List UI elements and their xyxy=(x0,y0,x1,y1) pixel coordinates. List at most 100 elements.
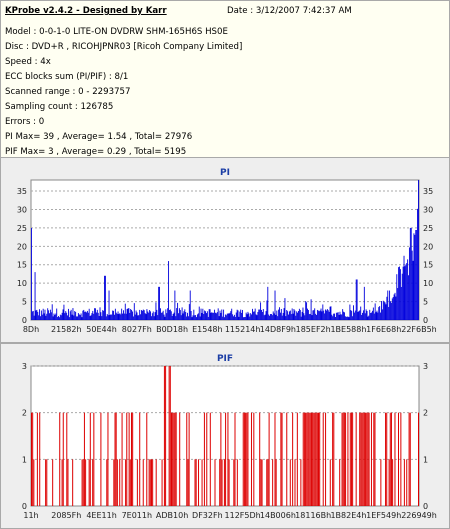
data-bar xyxy=(332,412,334,506)
data-bar xyxy=(245,312,247,320)
data-bar xyxy=(35,310,37,320)
data-bar xyxy=(388,459,390,506)
data-bar xyxy=(41,314,43,320)
data-bar xyxy=(204,310,206,320)
data-bar xyxy=(341,412,343,506)
data-bar xyxy=(117,311,119,320)
data-bar xyxy=(132,412,134,506)
data-bar xyxy=(355,412,357,506)
data-bar xyxy=(236,459,238,506)
data-bar xyxy=(126,412,128,506)
data-bar xyxy=(377,312,379,320)
y-tick-label-left: 10 xyxy=(17,279,27,288)
info-line-disc: Disc : DVD+R , RICOHJPNR03 [Ricoh Compan… xyxy=(5,42,243,52)
data-bar xyxy=(92,310,94,320)
data-bar xyxy=(234,412,236,506)
data-bar xyxy=(309,412,311,506)
data-bar xyxy=(194,459,196,506)
x-tick-label: 8027Fh xyxy=(122,325,152,334)
data-bar xyxy=(333,412,335,506)
data-bar xyxy=(55,313,57,320)
data-bar xyxy=(162,310,164,320)
data-bar xyxy=(212,312,214,320)
data-bar xyxy=(365,412,367,506)
data-bar xyxy=(296,311,298,320)
data-bar xyxy=(49,313,50,320)
data-bar xyxy=(338,314,340,320)
data-bar xyxy=(67,459,69,506)
data-bar xyxy=(100,312,102,320)
data-bar xyxy=(400,286,402,320)
data-bar xyxy=(380,312,382,320)
data-bar xyxy=(216,312,218,320)
data-bar xyxy=(350,310,352,320)
data-bar xyxy=(38,315,40,320)
data-bar xyxy=(123,313,125,320)
data-bar xyxy=(196,317,197,320)
data-bar xyxy=(37,311,39,320)
data-bar xyxy=(397,288,399,320)
data-bar xyxy=(402,266,404,320)
data-bar xyxy=(242,309,243,320)
data-bar xyxy=(121,412,123,506)
data-bar xyxy=(126,308,128,320)
data-bar xyxy=(367,412,369,506)
data-bar xyxy=(113,310,114,320)
x-tick-label: 21582h xyxy=(51,325,82,334)
data-bar xyxy=(120,314,122,320)
data-bar xyxy=(373,412,375,506)
data-bar xyxy=(284,298,286,320)
data-bar xyxy=(243,412,245,506)
data-bar xyxy=(176,308,178,320)
data-bar xyxy=(349,412,351,506)
data-bar xyxy=(54,314,56,320)
data-bar xyxy=(359,310,361,320)
data-bar xyxy=(368,412,370,506)
data-bar xyxy=(354,310,356,320)
data-bar xyxy=(142,309,144,320)
data-bar xyxy=(123,310,124,320)
data-bar xyxy=(33,459,35,506)
data-bar xyxy=(77,316,78,320)
x-tick-label: 8Dh xyxy=(23,325,39,334)
data-bar xyxy=(196,314,198,320)
data-bar xyxy=(242,412,244,506)
data-bar xyxy=(371,310,373,320)
data-bar xyxy=(173,412,175,506)
data-bar xyxy=(206,313,207,320)
data-bar xyxy=(51,304,53,320)
data-bar xyxy=(46,459,48,506)
data-bar xyxy=(325,310,327,320)
data-bar xyxy=(230,311,232,320)
data-bar xyxy=(412,260,414,320)
data-bar xyxy=(132,316,134,320)
data-bar xyxy=(85,459,87,506)
data-bar xyxy=(356,279,358,320)
data-bar xyxy=(311,315,313,320)
data-bar xyxy=(179,310,181,320)
data-bar xyxy=(186,316,188,320)
data-bar xyxy=(93,313,95,320)
data-bar xyxy=(168,366,170,506)
data-bar xyxy=(167,308,169,320)
data-bar xyxy=(277,316,279,320)
data-bar xyxy=(215,313,217,320)
chart-title: PIF xyxy=(217,354,233,364)
data-bar xyxy=(95,312,97,320)
data-bar xyxy=(108,290,110,320)
data-bar xyxy=(221,459,223,506)
data-bar xyxy=(386,412,388,506)
data-bar xyxy=(109,314,111,320)
data-bar xyxy=(346,316,348,320)
data-bar xyxy=(301,311,303,320)
data-bar xyxy=(303,313,305,320)
data-bar xyxy=(299,310,301,320)
data-bar xyxy=(365,309,367,320)
data-bar xyxy=(291,308,293,320)
data-bar xyxy=(67,308,69,320)
data-bar xyxy=(387,290,389,320)
data-bar xyxy=(180,315,182,320)
data-bar xyxy=(341,314,343,320)
data-bar xyxy=(253,311,255,320)
data-bar xyxy=(190,310,192,320)
